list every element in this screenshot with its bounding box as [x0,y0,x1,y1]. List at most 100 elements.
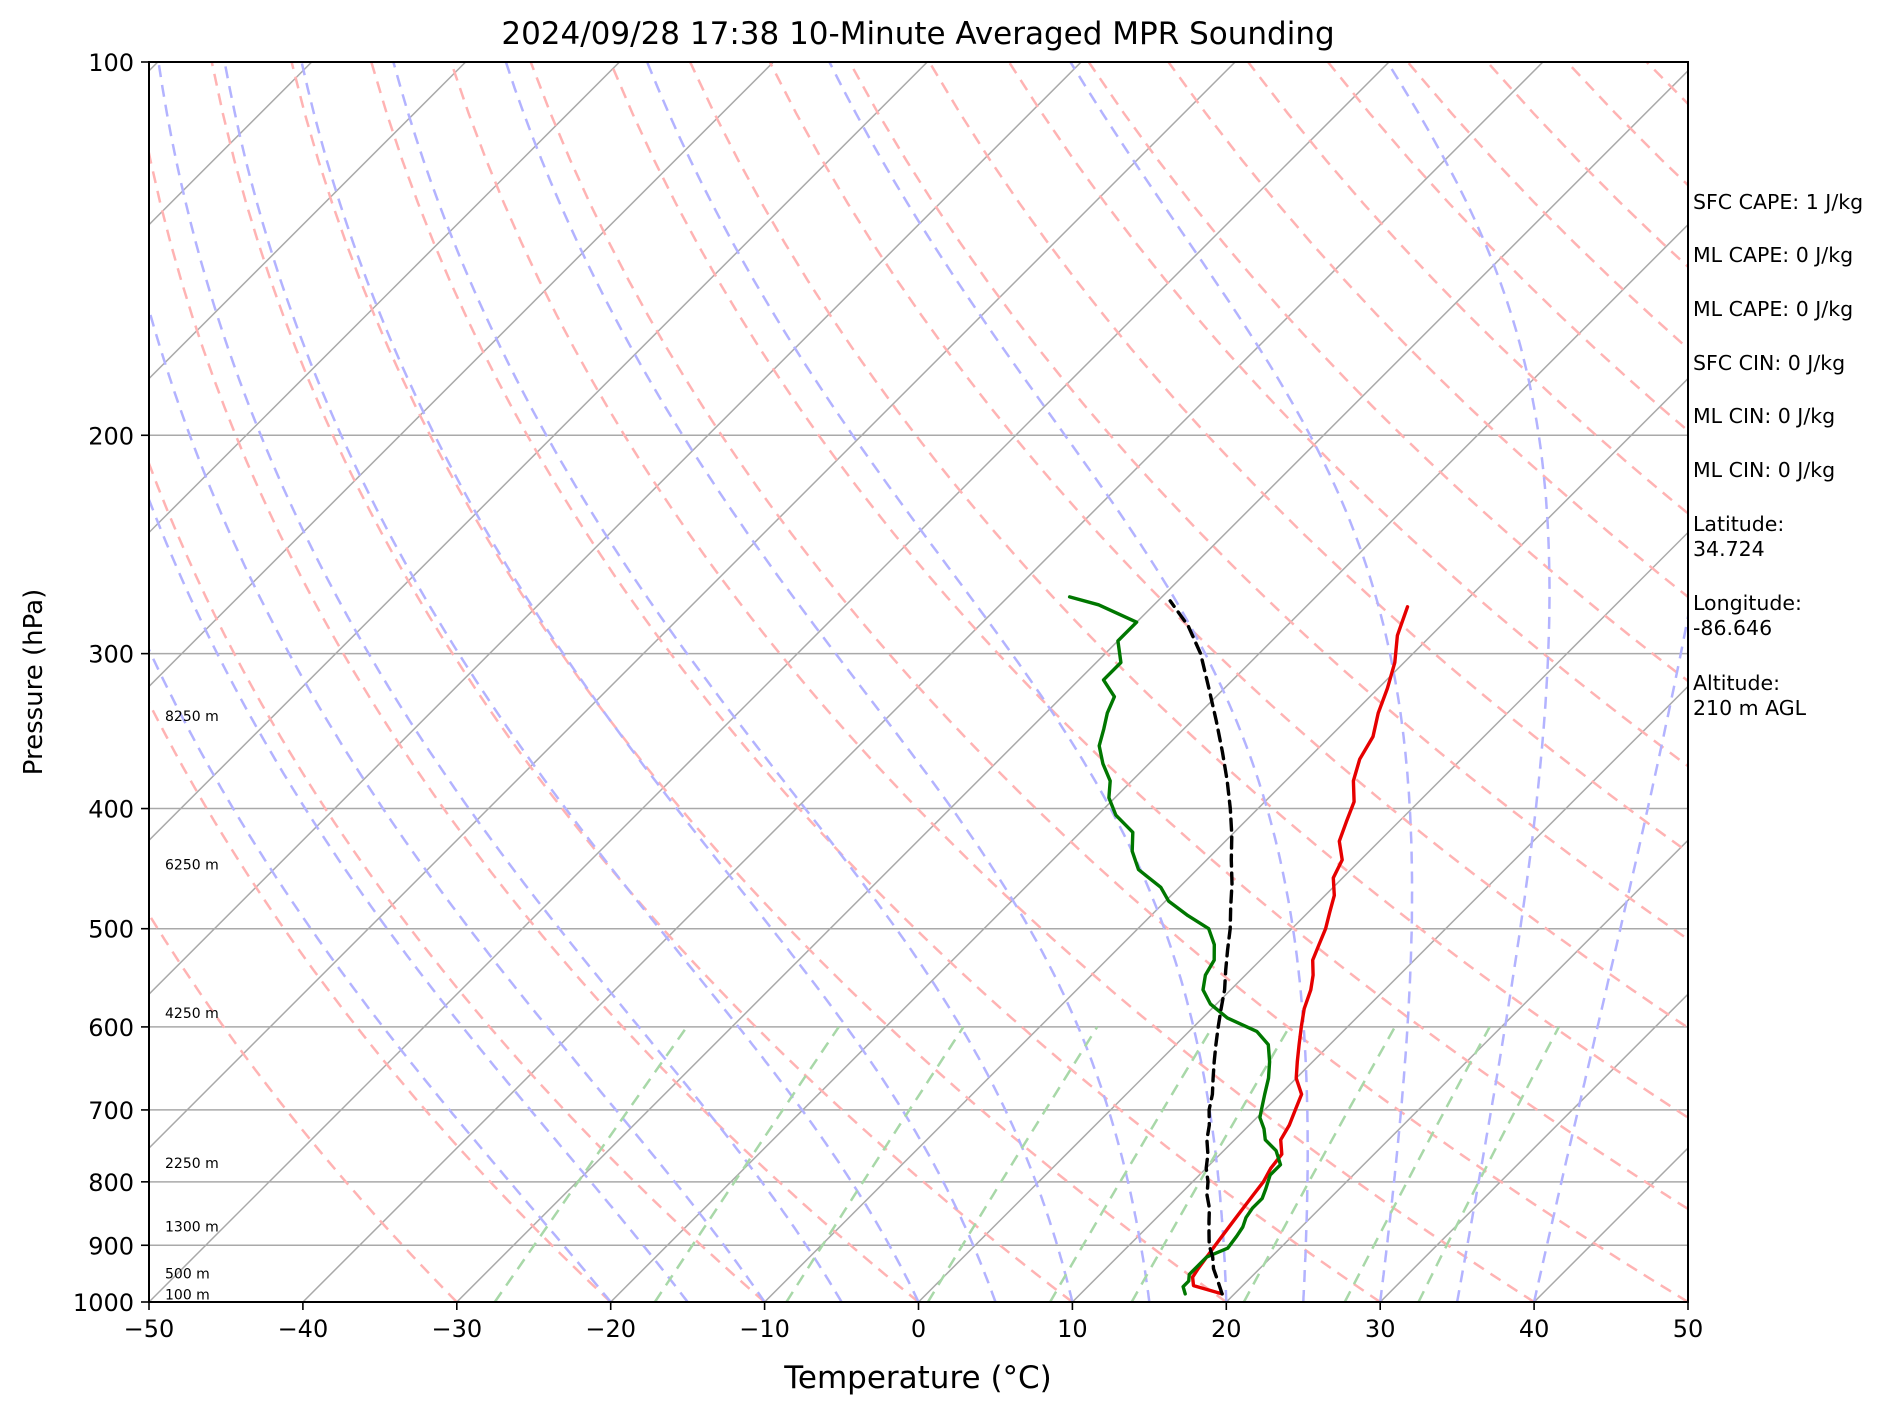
dry-adiabat-line [688,62,1688,1120]
dewpoint-line [1067,595,1283,1296]
mixing-ratio-line [785,1026,965,1302]
y-axis-label: Pressure (hPa) [19,589,49,776]
y-tick-label: 100 [88,49,134,77]
y-tick-label: 600 [88,1014,134,1042]
x-axis-label: Temperature (°C) [783,1360,1052,1396]
isotherm-line [764,377,1688,1302]
isotherm-line [302,62,1544,1302]
dry-adiabat-line [149,146,920,1302]
isotherm-line [0,62,4,1302]
mixing-ratio-line [653,1026,840,1302]
isotherm-line [149,62,1390,1302]
isotherm-line [1071,685,1688,1302]
x-tick-label: 50 [1673,1315,1704,1343]
height-label: 100 m [165,1287,210,1303]
height-label: 1300 m [165,1219,219,1235]
moist-adiabat-line [504,62,1151,1302]
isotherm-line [149,62,1236,1150]
temperature-line [1190,605,1410,1296]
parcel-line [1168,599,1234,1296]
mixing-ratio-line [1242,1026,1396,1302]
reference-lines [0,62,1688,1302]
dry-adiabat-line [768,62,1688,1030]
latitude-label: Latitude: [1693,512,1785,536]
sfc-cape-text: SFC CAPE: 1 J/kg [1693,190,1864,214]
moist-adiabat-line [645,62,1228,1302]
isotherm-line [1379,993,1688,1302]
y-tick-label: 300 [88,641,134,669]
mixing-ratio-line [926,1026,1099,1302]
x-tick-label: 40 [1519,1315,1550,1343]
sfc-cin-text: SFC CIN: 0 J/kg [1693,351,1846,375]
sounding-traces [1067,595,1410,1296]
dry-adiabat-line [210,62,1074,1302]
y-tick-label: 800 [88,1169,134,1197]
dry-adiabat-line [1167,62,1688,599]
moist-adiabat-line [300,62,997,1302]
isotherm-line [149,62,928,842]
ml-cin-text: ML CIN: 0 J/kg [1693,404,1836,428]
dry-adiabat-line [290,62,1228,1302]
altitude-label: Altitude: [1693,671,1781,695]
dry-adiabat-line [529,62,1688,1302]
x-tick-label: 30 [1365,1315,1396,1343]
moist-adiabat-line [223,62,920,1302]
isotherm-line [149,62,621,534]
x-tick-label: 20 [1211,1315,1242,1343]
isotherm-line [149,62,1082,996]
ml-cape-text-2: ML CAPE: 0 J/kg [1693,297,1854,321]
mixing-ratio-line [493,1026,688,1302]
moist-adiabat-line [828,62,1309,1302]
isotherm-line [917,531,1688,1302]
height-labels: 8250 m 6250 m 4250 m 2250 m 1300 m 500 m 100 m [165,709,219,1303]
y-tick-label: 700 [88,1097,134,1125]
x-tick-label: −10 [739,1315,790,1343]
mixing-ratio-line [1049,1026,1214,1302]
height-label: 6250 m [165,858,219,874]
y-tick-label: 900 [88,1232,134,1260]
mixing-ratio-line [1130,1026,1291,1302]
longitude-value: -86.646 [1693,616,1773,640]
dry-adiabat-line [449,62,1535,1302]
y-tick-label: 400 [88,796,134,824]
ml-cin-text-2: ML CIN: 0 J/kg [1693,458,1836,482]
x-tick-label: −30 [431,1315,482,1343]
moist-adiabat-line [1532,610,1688,1302]
moist-adiabat-line [149,304,766,1302]
height-label: 2250 m [165,1156,219,1172]
moist-adiabat-line [1386,62,1551,1302]
x-tick-label: −20 [585,1315,636,1343]
moist-adiabat-line [1069,62,1414,1302]
height-label: 4250 m [165,1006,219,1022]
mixing-ratio-line [1417,1026,1561,1302]
plot-frame [148,61,1689,1303]
y-tick-label: 1000 [73,1289,134,1317]
longitude-label: Longitude: [1693,591,1802,615]
dry-adiabat-line [609,62,1688,1211]
dry-adiabat-line [1087,62,1688,683]
x-tick-label: −40 [278,1315,329,1343]
mixing-ratio-line [1343,1026,1491,1302]
height-label: 8250 m [165,709,219,725]
moist-adiabat-line [392,62,1074,1302]
axis-ticks: −50 −40 −30 −20 −10 0 10 20 30 40 50 100 200 300 400 50… [73,49,1703,1343]
x-tick-label: −50 [124,1315,175,1343]
height-label: 500 m [165,1266,210,1282]
dry-adiabat-line [370,62,1381,1302]
ml-cape-text: ML CAPE: 0 J/kg [1693,243,1854,267]
x-tick-label: 10 [1057,1315,1088,1343]
isotherm-line [149,62,467,380]
x-tick-label: 0 [911,1315,926,1343]
dry-adiabat-line [928,62,1688,854]
dry-adiabat-line [149,460,766,1302]
moist-adiabat-line [149,496,689,1302]
latitude-value: 34.724 [1693,537,1765,561]
dry-adiabat-line [149,912,458,1302]
isotherm-line [149,62,774,688]
dry-adiabat-line [1007,62,1688,768]
isotherm-line [1225,839,1688,1302]
isotherm-line [610,223,1688,1302]
isotherm-line [456,69,1688,1302]
y-tick-label: 500 [88,916,134,944]
